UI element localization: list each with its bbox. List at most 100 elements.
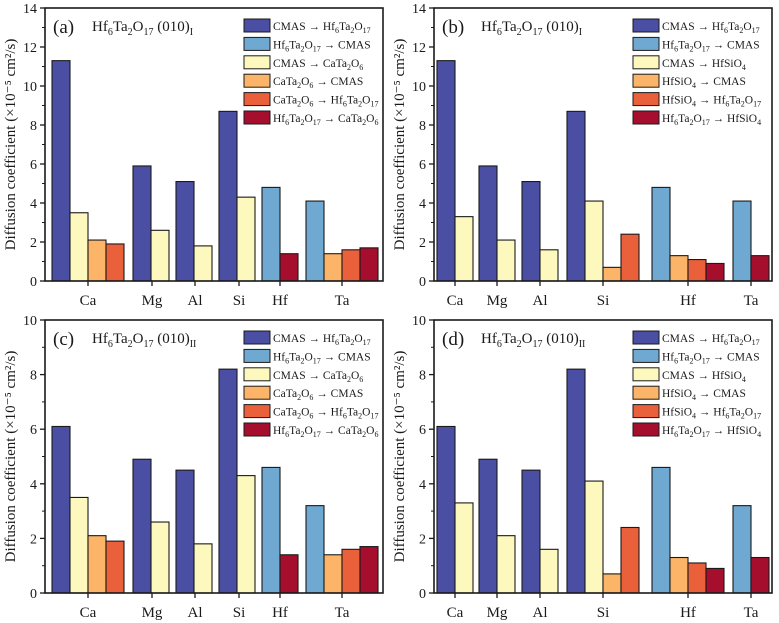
bar-ta-series-5	[341, 249, 361, 282]
legend-swatch	[243, 367, 271, 382]
x-tick-label-hf: Hf	[272, 293, 288, 309]
y-tick-label: 10	[23, 80, 37, 95]
bar-mg-series-3	[150, 229, 170, 282]
legend-item-2: Hf6Ta2O17 → CMAS	[243, 348, 371, 365]
bar-al-series-3	[539, 249, 559, 282]
legend-swatch	[243, 385, 271, 400]
bar-mg-series-1	[132, 458, 152, 594]
x-tick-label-ta: Ta	[744, 605, 759, 621]
bar-hf-series-2	[651, 186, 671, 282]
bar-mg-series-1	[478, 165, 498, 282]
y-tick-label: 6	[30, 158, 37, 173]
x-tick-label-ta: Ta	[744, 293, 759, 309]
bar-si-series-4	[602, 266, 622, 282]
y-tick-label: 0	[30, 587, 37, 602]
legend-swatch	[632, 330, 660, 345]
legend-swatch	[632, 348, 660, 363]
bar-si-series-3	[584, 200, 604, 282]
y-tick-label: 8	[419, 119, 426, 134]
bar-si-series-3	[236, 196, 256, 282]
legend-item-3: CMAS → HfSiO4	[632, 367, 746, 384]
x-tick-label-al: Al	[188, 605, 203, 621]
y-tick-label: 8	[30, 119, 37, 134]
bar-hf-series-5	[687, 562, 707, 594]
y-tick-label: 6	[419, 423, 426, 438]
y-tick-label: 8	[419, 369, 426, 384]
legend-item-1: CMAS → Hf6Ta2O17	[632, 18, 760, 35]
y-tick-label: 8	[30, 369, 37, 384]
legend-label: CMAS → CaTa2O6	[273, 370, 363, 384]
legend-swatch	[632, 18, 660, 33]
y-tick-label: 2	[419, 236, 426, 251]
legend-item-5: HfSiO4 → Hf6Ta2O17	[632, 404, 761, 421]
x-tick-label-mg: Mg	[142, 605, 163, 621]
legend-label: Hf6Ta2O17 → CMAS	[273, 351, 371, 365]
legend-swatch	[632, 73, 660, 88]
legend-label: Hf6Ta2O17 → CMAS	[273, 39, 371, 53]
y-tick-label: 12	[23, 41, 37, 56]
bar-si-series-1	[566, 368, 586, 594]
x-tick-label-ca: Ca	[447, 293, 464, 309]
legend-label: HfSiO4 → Hf6Ta2O17	[662, 407, 761, 421]
bar-hf-series-2	[261, 186, 281, 282]
bar-ta-series-2	[305, 200, 325, 282]
legend-label: CMAS → CaTa2O6	[273, 58, 363, 72]
legend-label: HfSiO4 → Hf6Ta2O17	[662, 95, 761, 109]
bar-si-series-3	[236, 475, 256, 594]
legend-item-3: CMAS → CaTa2O6	[243, 55, 363, 72]
legend-item-4: CaTa2O6 → CMAS	[243, 73, 363, 90]
x-tick-label-ta: Ta	[335, 605, 350, 621]
bar-al-series-3	[539, 548, 559, 594]
bar-hf-series-4	[669, 556, 689, 594]
legend-item-4: HfSiO4 → CMAS	[632, 385, 746, 402]
bar-ca-series-3	[69, 496, 89, 594]
legend-item-4: HfSiO4 → CMAS	[632, 73, 746, 90]
legend-swatch	[243, 110, 271, 125]
panel-letter: (a)	[53, 17, 74, 38]
bar-ta-series-2	[732, 200, 752, 282]
legend-label: CaTa2O6 → Hf6Ta2O17	[273, 95, 378, 109]
legend-item-1: CMAS → Hf6Ta2O17	[243, 330, 371, 347]
bar-ca-series-3	[454, 502, 474, 594]
bar-mg-series-3	[496, 535, 516, 594]
legend-label: CMAS → HfSiO4	[662, 370, 746, 384]
legend-label: HfSiO4 → CMAS	[662, 76, 746, 90]
y-axis-label: Diffusion coefficient (×10⁻⁵ cm²/s)	[3, 351, 19, 563]
bar-mg-series-3	[496, 239, 516, 282]
bar-ca-series-3	[69, 212, 89, 282]
x-tick-label-al: Al	[533, 293, 548, 309]
y-tick-label: 10	[23, 314, 37, 329]
legend-label: Hf6Ta2O17 → CaTa2O6	[273, 425, 378, 439]
legend-label: CMAS → Hf6Ta2O17	[273, 333, 371, 347]
panel-letter: (c)	[53, 329, 74, 350]
y-tick-label: 4	[419, 197, 426, 212]
y-tick-label: 10	[412, 314, 426, 329]
legend-label: Hf6Ta2O17 → CMAS	[662, 39, 760, 53]
legend-label: CMAS → HfSiO4	[662, 58, 746, 72]
y-tick-label: 4	[30, 197, 37, 212]
legend-swatch	[632, 36, 660, 51]
bar-si-series-1	[566, 110, 586, 282]
legend-swatch	[243, 348, 271, 363]
legend-label: CaTa2O6 → CMAS	[273, 76, 363, 90]
bar-mg-series-3	[150, 521, 170, 594]
legend-label: CaTa2O6 → Hf6Ta2O17	[273, 407, 378, 421]
bar-hf-series-2	[261, 466, 281, 594]
x-tick-label-hf: Hf	[680, 293, 696, 309]
legend-item-6: Hf6Ta2O17 → CaTa2O6	[243, 422, 378, 439]
legend-item-6: Hf6Ta2O17 → HfSiO4	[632, 110, 761, 127]
legend-item-2: Hf6Ta2O17 → CMAS	[632, 36, 760, 53]
bar-ta-series-6	[359, 247, 379, 282]
legend-label: CaTa2O6 → CMAS	[273, 388, 363, 402]
x-tick-label-ta: Ta	[335, 293, 350, 309]
panel-title: Hf6Ta2O17 (010)I	[92, 19, 193, 38]
x-tick-label-si: Si	[233, 605, 246, 621]
bar-ca-series-1	[51, 60, 71, 282]
bar-ta-series-6	[359, 546, 379, 594]
bar-ta-series-6	[750, 255, 770, 282]
y-tick-label: 4	[30, 478, 37, 493]
legend-label: HfSiO4 → CMAS	[662, 388, 746, 402]
bar-ta-series-2	[732, 505, 752, 594]
panel-a: 0 2 4 6 8 10 12 14 Ca Mg Al Si Hf Ta Diffusion coeffic…	[3, 2, 384, 309]
